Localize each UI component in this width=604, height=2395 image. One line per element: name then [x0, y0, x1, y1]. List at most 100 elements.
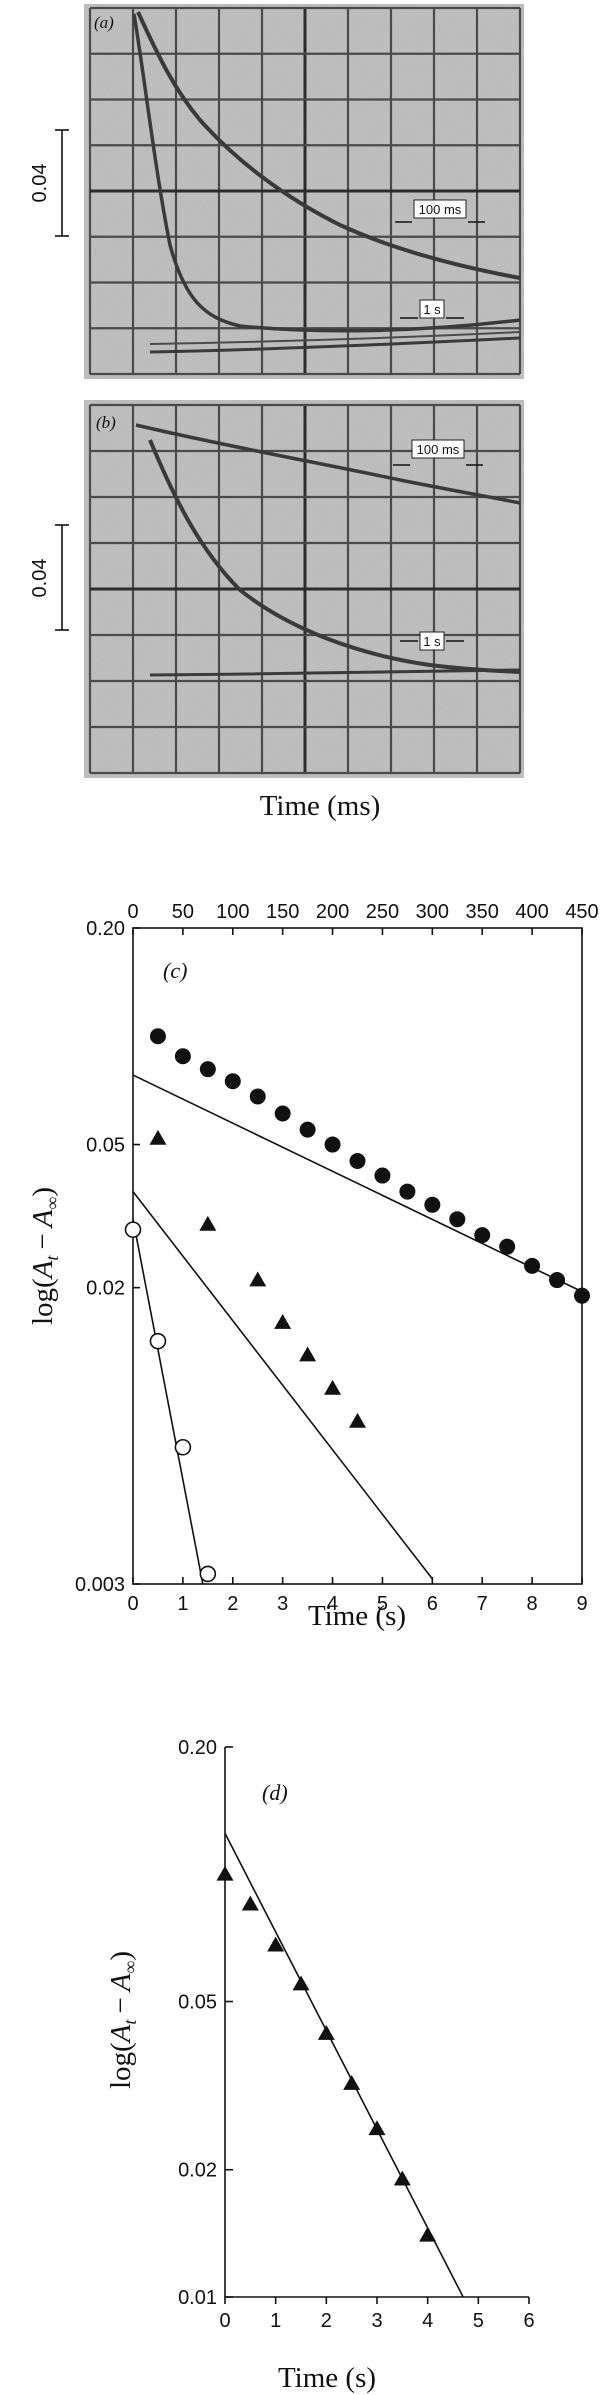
- data-point: [499, 1238, 516, 1255]
- chart-c: 0 50 100 150 200 250 300 350 400 450 0 1 2 3 4 5 6 7 8 9 0…: [27, 901, 599, 1632]
- fit-line: [132, 1191, 433, 1580]
- chart-c-frame: [132, 927, 583, 1585]
- y-tick-label: 0.01: [178, 2287, 217, 2309]
- fit-line: [224, 1832, 464, 2298]
- x-tick-label: 8: [527, 1593, 538, 1615]
- data-point: [374, 1167, 391, 1184]
- data-point: [274, 1105, 291, 1122]
- data-point: [199, 1061, 216, 1078]
- top-tick-label: 150: [266, 901, 299, 923]
- data-point: [324, 1379, 342, 1395]
- x-tick-label: 5: [377, 1593, 388, 1615]
- data-point: [419, 2226, 437, 2242]
- chart-c-fit-lines: [132, 1074, 583, 1585]
- y-tick-label: 0.003: [75, 1574, 125, 1596]
- oscilloscope-panel-a: (a) 100 ms 1 s: [84, 4, 524, 379]
- x-tick-label: 5: [473, 2310, 484, 2332]
- osc-a-grid: [88, 6, 522, 376]
- data-point: [216, 1865, 234, 1881]
- fit-line: [132, 1074, 583, 1293]
- chart-d-fit-lines: [224, 1832, 464, 2298]
- x-tick-label: 7: [477, 1593, 488, 1615]
- osc-a-baseline-2: [149, 331, 521, 345]
- osc-a-ann-slow: 1 s: [423, 302, 441, 317]
- y-tick-label: 0.05: [178, 1992, 217, 2014]
- chart-d-x-axis: 0 1 2 3 4 5 6: [219, 2297, 535, 2332]
- oscilloscope-panel-b: (b) 100 ms 1 s: [84, 400, 524, 778]
- data-point: [292, 1975, 310, 1991]
- x-tick-label: 2: [321, 2310, 332, 2332]
- y-tick-label: 0.05: [86, 1135, 125, 1157]
- osc-b-slow-trace: [148, 439, 521, 674]
- data-point: [199, 1565, 217, 1583]
- scale-bar-b-label: 0.04: [29, 559, 51, 598]
- data-point: [449, 1211, 466, 1228]
- data-point: [249, 1271, 267, 1287]
- data-point: [524, 1257, 541, 1274]
- osc-b-baseline: [149, 668, 521, 677]
- osc-b-fast-trace: [135, 423, 521, 505]
- osc-a-ann-fast: 100 ms: [419, 202, 462, 217]
- data-point: [549, 1272, 566, 1289]
- chart-c-x-axis-label: Time (s): [308, 1600, 406, 1632]
- data-point: [574, 1287, 590, 1304]
- y-tick-label: 0.02: [86, 1278, 125, 1300]
- y-tick-label: 0.20: [178, 1737, 217, 1759]
- osc-b-panel-label: (b): [96, 413, 116, 432]
- data-point: [424, 1196, 441, 1213]
- data-point: [474, 1227, 491, 1244]
- chart-c-y-axis: 0.003 0.02 0.05 0.20: [75, 918, 140, 1596]
- data-point: [174, 1438, 192, 1456]
- x-tick-label: 4: [327, 1593, 338, 1615]
- data-point: [349, 1412, 366, 1428]
- chart-c-y-axis-label: log(At−A∞): [27, 1187, 62, 1325]
- data-point: [274, 1314, 292, 1329]
- top-tick-label: 350: [466, 901, 499, 923]
- data-point: [299, 1121, 316, 1138]
- data-point: [299, 1346, 317, 1362]
- osc-a-slow-trace: [132, 13, 521, 333]
- top-tick-label: 300: [416, 901, 449, 923]
- chart-d-x-axis-label: Time (s): [278, 2362, 376, 2394]
- data-point: [349, 1152, 366, 1169]
- x-tick-label: 0: [127, 1593, 138, 1615]
- scale-bar-b: 0.04: [29, 524, 69, 631]
- data-point: [199, 1215, 217, 1231]
- osc-a-fast-trace: [136, 11, 521, 280]
- top-tick-label: 100: [216, 901, 249, 923]
- data-point: [241, 1895, 259, 1911]
- osc-b-ann-fast-box: [411, 439, 465, 459]
- x-tick-label: 3: [371, 2310, 382, 2332]
- osc-a-baseline: [149, 336, 521, 354]
- scale-bar-a: 0.04: [29, 129, 69, 237]
- data-point: [324, 1136, 341, 1153]
- x-tick-label: 0: [219, 2310, 230, 2332]
- data-point: [343, 2074, 361, 2090]
- fit-line: [132, 1219, 204, 1585]
- data-point: [149, 1129, 167, 1145]
- osc-x-axis-label: Time (ms): [260, 790, 381, 822]
- data-point: [317, 2025, 335, 2040]
- top-tick-label: 450: [565, 901, 598, 923]
- chart-d-points: [216, 1865, 437, 2242]
- data-point: [249, 1088, 266, 1105]
- y-tick-label: 0.20: [86, 918, 125, 940]
- top-tick-label: 200: [316, 901, 349, 923]
- osc-a-panel-label: (a): [94, 13, 114, 32]
- data-point: [174, 1048, 191, 1065]
- osc-b-grid: [88, 403, 522, 775]
- chart-d-panel-label: (d): [262, 1780, 288, 1805]
- osc-b-ann-slow: 1 s: [423, 634, 441, 649]
- data-point: [399, 1183, 416, 1200]
- x-tick-label: 6: [427, 1593, 438, 1615]
- data-point: [124, 1221, 142, 1238]
- osc-b-ann-slow-box: [419, 631, 445, 651]
- chart-d-y-axis: 0.01 0.02 0.05 0.20: [178, 1737, 233, 2309]
- x-tick-label: 4: [422, 2310, 433, 2332]
- y-tick-label: 0.02: [178, 2160, 217, 2182]
- chart-d: 0 1 2 3 4 5 6 0.01 0.02 0.05 0.20 (d) Time (s) lo…: [105, 1737, 535, 2394]
- data-point: [368, 2120, 386, 2136]
- data-point: [267, 1936, 285, 1952]
- top-tick-label: 250: [366, 901, 399, 923]
